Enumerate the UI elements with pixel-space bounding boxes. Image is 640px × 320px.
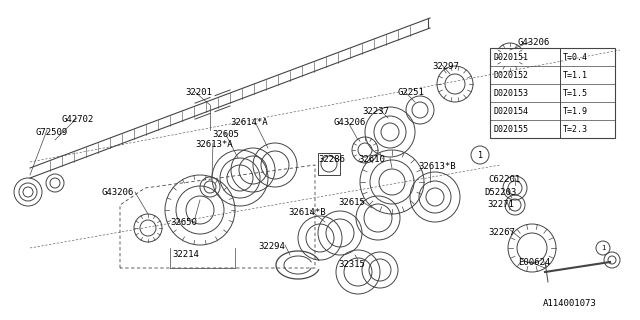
Text: G2251: G2251 [398,88,425,97]
Text: G42702: G42702 [62,115,94,124]
Text: D020155: D020155 [493,125,528,134]
Text: T=1.9: T=1.9 [563,108,588,116]
Text: T=2.3: T=2.3 [563,125,588,134]
Text: 32610: 32610 [358,155,385,164]
Text: 32614*A: 32614*A [230,118,268,127]
Text: 32615: 32615 [338,198,365,207]
Text: D52203: D52203 [484,188,516,197]
Text: 32214: 32214 [172,250,199,259]
Text: 1: 1 [477,150,483,159]
Text: 1: 1 [601,245,605,251]
Text: 32650: 32650 [170,218,197,227]
Bar [490,48,615,138]
Text: 32271: 32271 [487,200,514,209]
Text: A114001073: A114001073 [543,299,597,308]
Text: D020154: D020154 [493,108,528,116]
Text: 32286: 32286 [318,155,345,164]
Text: 32613*B: 32613*B [418,162,456,171]
Bar [318,153,340,175]
Text: T=1.5: T=1.5 [563,89,588,99]
Text: G43206: G43206 [518,38,550,47]
Text: G72509: G72509 [35,128,67,137]
Text: 32614*B: 32614*B [288,208,326,217]
Text: 32315: 32315 [338,260,365,269]
Text: D020152: D020152 [493,71,528,80]
Text: E00624: E00624 [518,258,550,267]
Text: 32267: 32267 [488,228,515,237]
Text: 32297: 32297 [432,62,459,71]
Text: D020153: D020153 [493,89,528,99]
Text: G43206: G43206 [334,118,366,127]
Text: T=1.1: T=1.1 [563,71,588,80]
Text: G43206: G43206 [102,188,134,197]
Text: 32605: 32605 [212,130,239,139]
Text: 32201: 32201 [185,88,212,97]
Text: 32613*A: 32613*A [195,140,232,149]
Text: C62201: C62201 [488,175,520,184]
Text: T=0.4: T=0.4 [563,53,588,62]
Text: 32237: 32237 [362,107,389,116]
Text: D020151: D020151 [493,53,528,62]
Text: 32294: 32294 [258,242,285,251]
